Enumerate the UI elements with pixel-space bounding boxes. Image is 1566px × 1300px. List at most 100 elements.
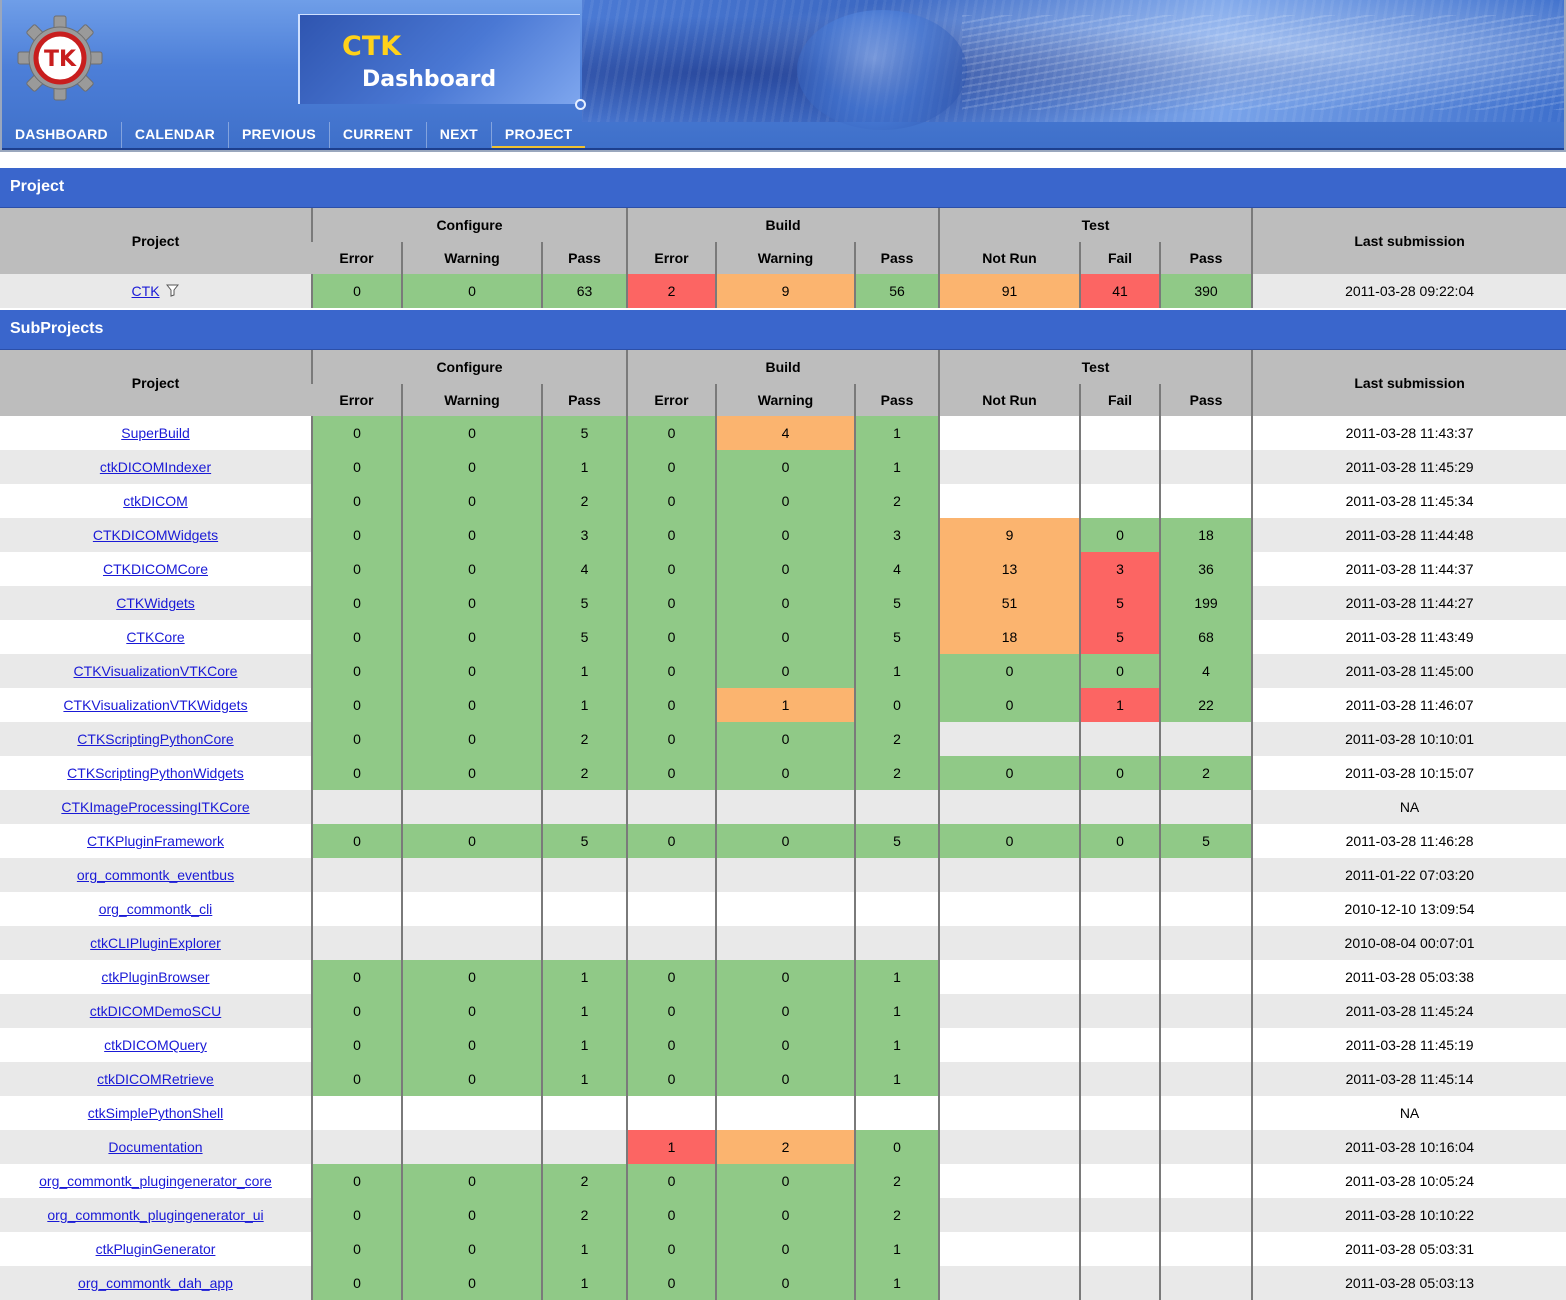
cell-configure-pass[interactable]: 2 [541, 484, 627, 518]
cell-configure-error[interactable] [311, 790, 402, 824]
cell-configure-pass[interactable]: 1 [541, 1232, 627, 1266]
cell-test-fail[interactable]: 0 [1079, 654, 1161, 688]
cell-build-error[interactable]: 0 [626, 654, 716, 688]
cell-build-warning[interactable]: 0 [715, 960, 855, 994]
subproject-link[interactable]: ctkDICOM [123, 493, 188, 509]
col-configure-warning[interactable]: Warning [401, 384, 542, 416]
cell-test-pass[interactable] [1159, 1028, 1253, 1062]
cell-build-pass[interactable]: 1 [853, 1232, 940, 1266]
col-project[interactable]: Project [0, 208, 312, 274]
subproject-link[interactable]: ctkSimplePythonShell [87, 1105, 224, 1121]
cell-test-fail[interactable] [1079, 1028, 1161, 1062]
cell-build-warning[interactable]: 0 [715, 994, 855, 1028]
cell-configure-pass[interactable] [541, 926, 627, 960]
cell-configure-warning[interactable]: 0 [401, 688, 542, 722]
cell-test-fail[interactable]: 41 [1079, 274, 1161, 308]
cell-configure-warning[interactable]: 0 [401, 654, 542, 688]
cell-test-notrun[interactable] [938, 858, 1081, 892]
cell-configure-warning[interactable]: 0 [401, 1028, 542, 1062]
subproject-link[interactable]: org_commontk_plugingenerator_core [39, 1173, 272, 1189]
cell-build-pass[interactable] [853, 858, 940, 892]
subproject-link[interactable]: ctkDICOMDemoSCU [89, 1003, 222, 1019]
cell-test-pass[interactable] [1159, 790, 1253, 824]
cell-build-pass[interactable]: 1 [853, 994, 940, 1028]
nav-calendar[interactable]: CALENDAR [122, 122, 229, 150]
cell-configure-warning[interactable] [401, 858, 542, 892]
cell-test-notrun[interactable]: 91 [938, 274, 1081, 308]
cell-build-pass[interactable]: 5 [853, 824, 940, 858]
cell-build-error[interactable]: 0 [626, 688, 716, 722]
cell-build-pass[interactable]: 5 [853, 586, 940, 620]
cell-build-pass[interactable]: 1 [853, 416, 940, 450]
cell-test-fail[interactable] [1079, 790, 1161, 824]
cell-test-fail[interactable] [1079, 484, 1161, 518]
cell-test-notrun[interactable]: 9 [938, 518, 1081, 552]
cell-configure-warning[interactable]: 0 [401, 518, 542, 552]
cell-configure-error[interactable]: 0 [311, 756, 402, 790]
subproject-link[interactable]: SuperBuild [121, 425, 190, 441]
cell-configure-error[interactable] [311, 858, 402, 892]
col-test-pass[interactable]: Pass [1159, 242, 1253, 274]
cell-build-pass[interactable]: 1 [853, 1028, 940, 1062]
cell-build-warning[interactable]: 0 [715, 518, 855, 552]
cell-test-notrun[interactable]: 51 [938, 586, 1081, 620]
cell-configure-error[interactable] [311, 892, 402, 926]
cell-configure-error[interactable]: 0 [311, 1232, 402, 1266]
cell-test-pass[interactable] [1159, 1164, 1253, 1198]
cell-test-fail[interactable] [1079, 1062, 1161, 1096]
cell-test-notrun[interactable]: 18 [938, 620, 1081, 654]
cell-test-pass[interactable] [1159, 416, 1253, 450]
ctk-logo-icon[interactable]: TK [16, 14, 104, 102]
cell-configure-error[interactable]: 0 [311, 722, 402, 756]
subproject-link[interactable]: CTKDICOMCore [102, 561, 208, 577]
cell-configure-pass[interactable]: 2 [541, 722, 627, 756]
cell-configure-error[interactable] [311, 1096, 402, 1130]
cell-test-pass[interactable]: 390 [1159, 274, 1253, 308]
cell-configure-pass[interactable]: 5 [541, 824, 627, 858]
cell-configure-pass[interactable]: 1 [541, 994, 627, 1028]
col-test-notrun[interactable]: Not Run [938, 242, 1081, 274]
cell-test-fail[interactable] [1079, 450, 1161, 484]
subproject-link[interactable]: ctkPluginGenerator [95, 1241, 216, 1257]
cell-configure-warning[interactable] [401, 926, 542, 960]
cell-configure-error[interactable]: 0 [311, 824, 402, 858]
cell-configure-error[interactable]: 0 [311, 654, 402, 688]
cell-configure-pass[interactable]: 1 [541, 688, 627, 722]
cell-configure-error[interactable]: 0 [311, 1164, 402, 1198]
cell-test-pass[interactable]: 22 [1159, 688, 1253, 722]
cell-build-warning[interactable]: 0 [715, 484, 855, 518]
cell-build-pass[interactable]: 2 [853, 1198, 940, 1232]
col-build-pass[interactable]: Pass [853, 384, 940, 416]
cell-test-pass[interactable] [1159, 994, 1253, 1028]
cell-build-warning[interactable]: 0 [715, 1028, 855, 1062]
cell-build-error[interactable]: 0 [626, 722, 716, 756]
subproject-link[interactable]: CTKScriptingPythonCore [77, 731, 234, 747]
cell-configure-warning[interactable] [401, 790, 542, 824]
cell-configure-pass[interactable]: 1 [541, 960, 627, 994]
cell-configure-warning[interactable]: 0 [401, 552, 542, 586]
cell-build-pass[interactable]: 1 [853, 654, 940, 688]
cell-build-warning[interactable]: 0 [715, 552, 855, 586]
cell-test-notrun[interactable]: 0 [938, 688, 1081, 722]
filter-icon[interactable] [166, 284, 180, 297]
subproject-link[interactable]: ctkDICOMRetrieve [97, 1071, 214, 1087]
cell-test-fail[interactable]: 0 [1079, 756, 1161, 790]
cell-test-pass[interactable]: 18 [1159, 518, 1253, 552]
cell-configure-warning[interactable]: 0 [401, 1232, 542, 1266]
cell-test-notrun[interactable] [938, 994, 1081, 1028]
cell-configure-warning[interactable]: 0 [401, 824, 542, 858]
cell-build-warning[interactable] [715, 1096, 855, 1130]
cell-test-notrun[interactable] [938, 960, 1081, 994]
col-build-error[interactable]: Error [626, 242, 716, 274]
cell-build-pass[interactable] [853, 892, 940, 926]
cell-test-fail[interactable] [1079, 960, 1161, 994]
project-link[interactable]: CTK [131, 283, 160, 299]
cell-configure-error[interactable]: 0 [311, 416, 402, 450]
cell-configure-pass[interactable]: 1 [541, 654, 627, 688]
col-last-submission[interactable]: Last submission [1251, 208, 1566, 274]
cell-test-notrun[interactable]: 13 [938, 552, 1081, 586]
cell-build-error[interactable] [626, 858, 716, 892]
cell-build-warning[interactable]: 0 [715, 756, 855, 790]
cell-test-fail[interactable]: 5 [1079, 620, 1161, 654]
cell-configure-warning[interactable] [401, 1096, 542, 1130]
